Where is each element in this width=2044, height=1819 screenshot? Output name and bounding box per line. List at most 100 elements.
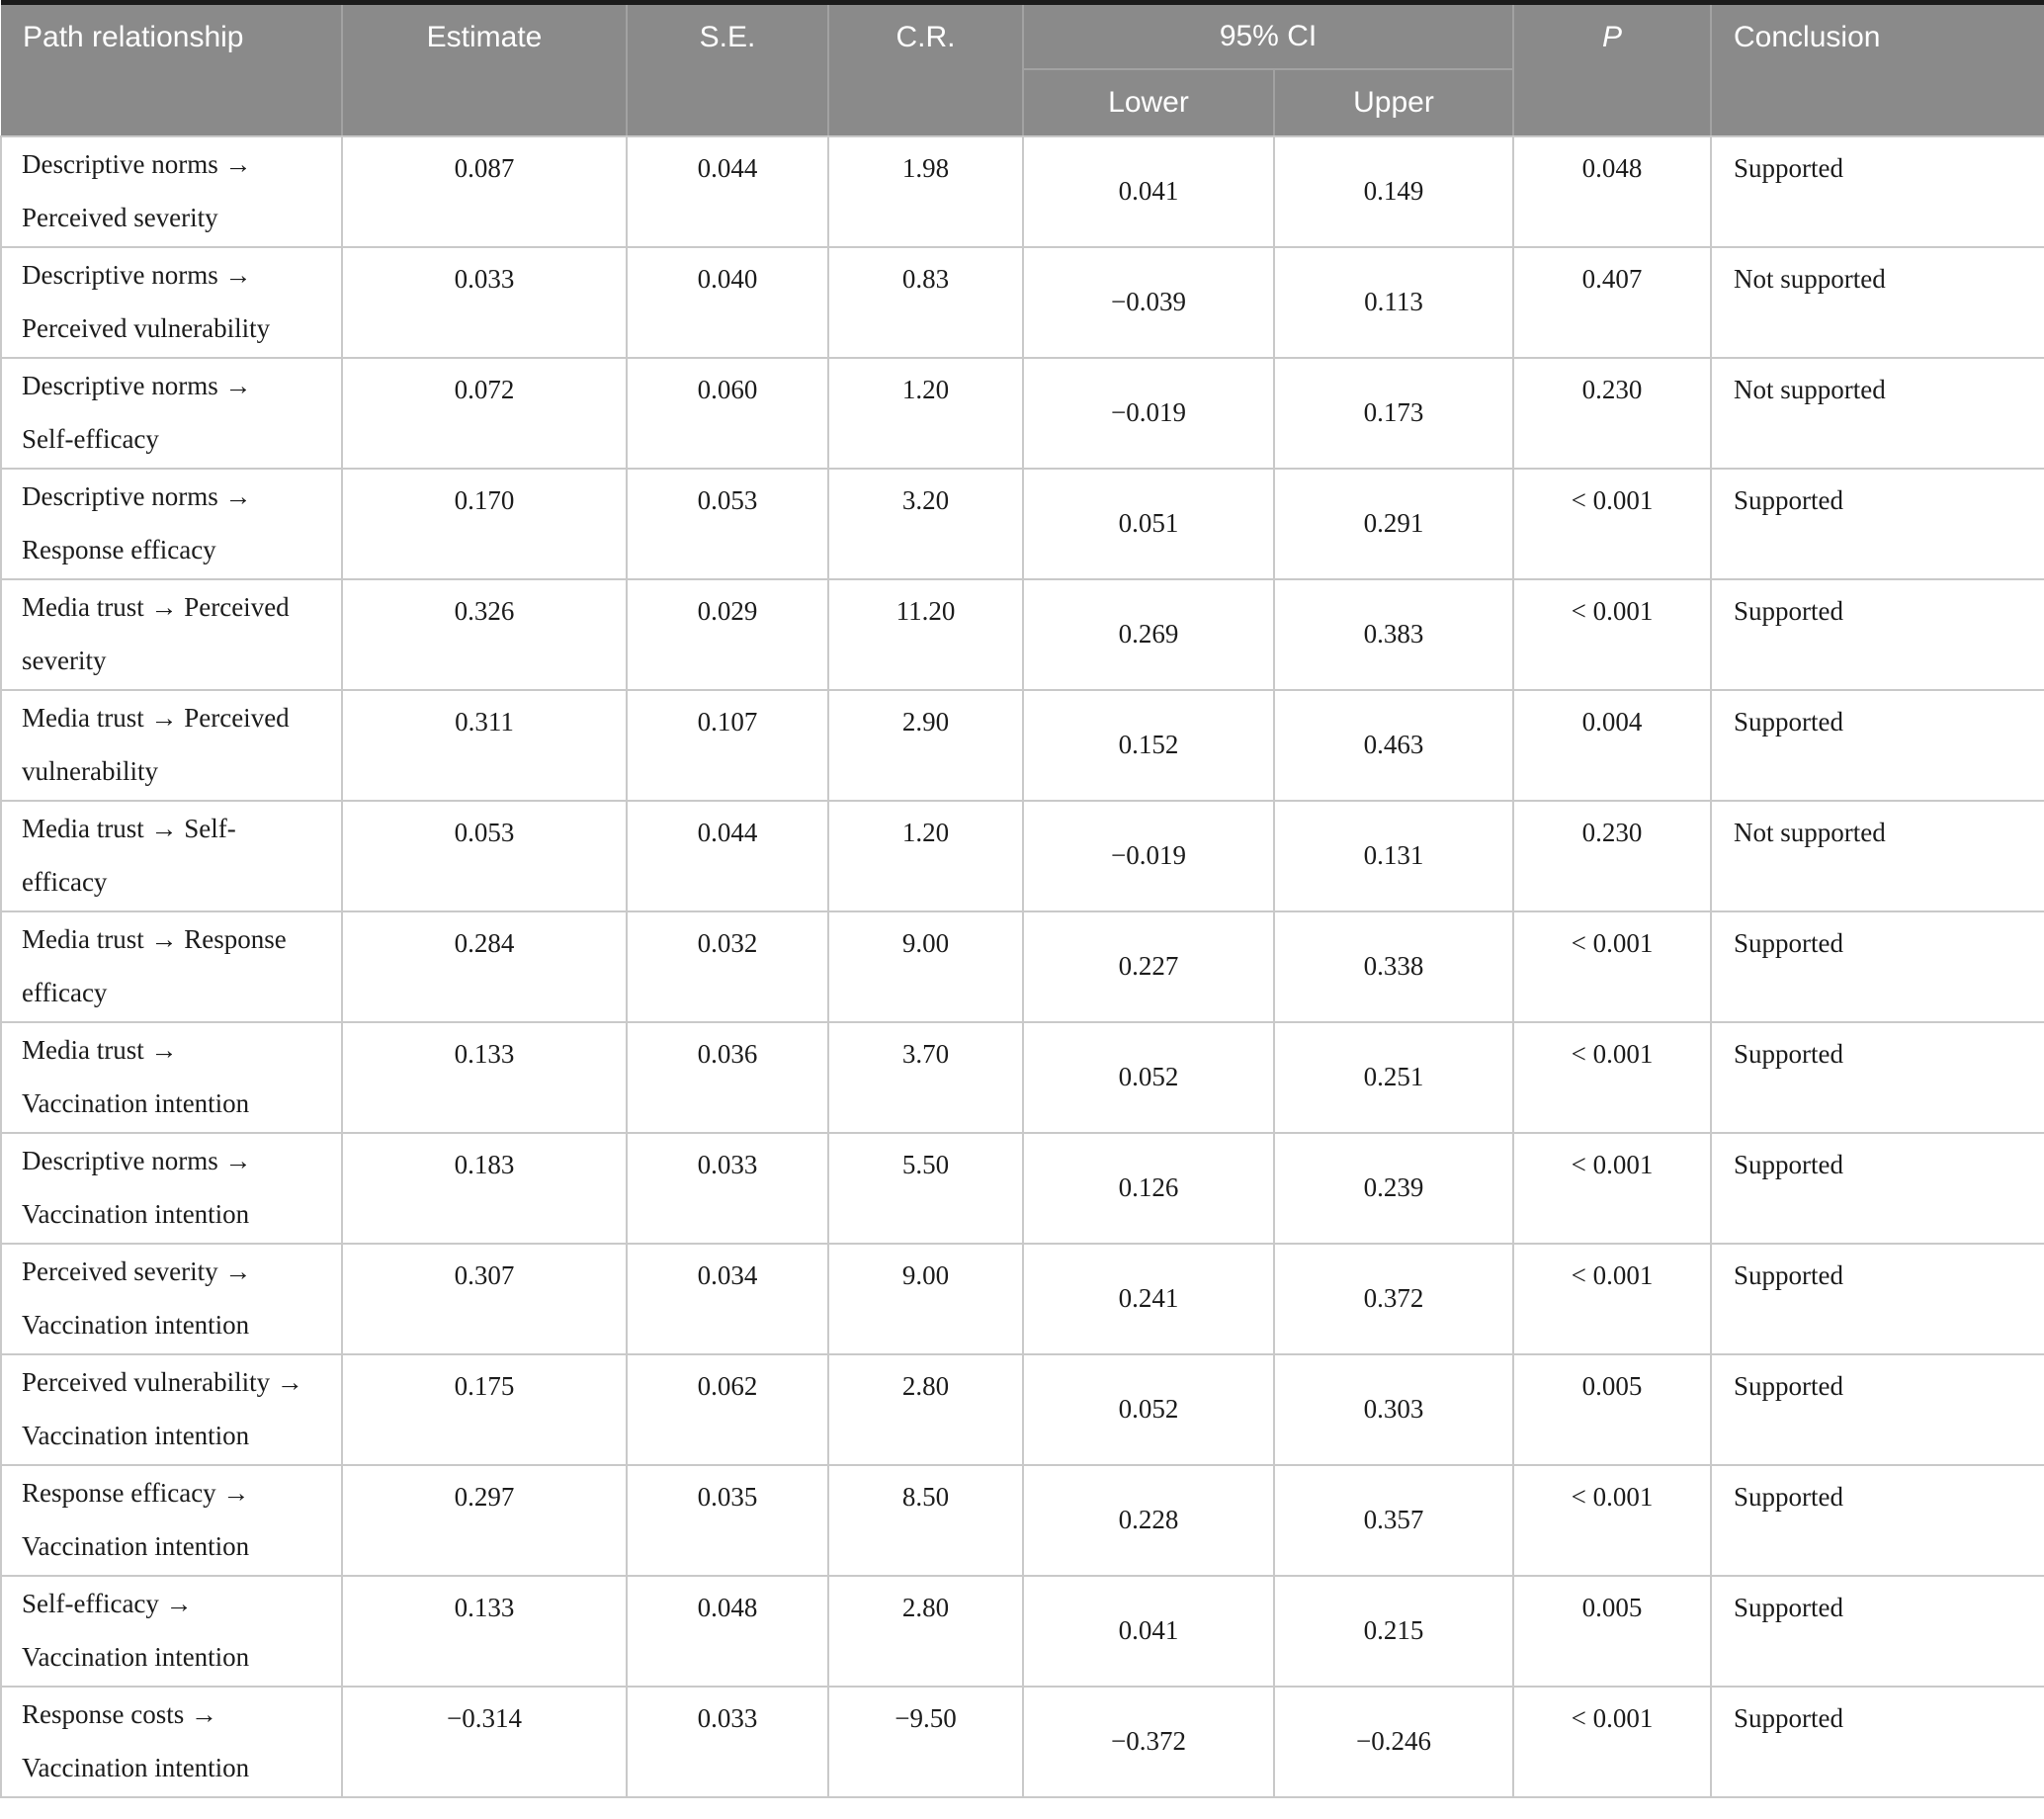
cell-estimate: 0.297 xyxy=(341,1463,628,1577)
cell-cr: 0.83 xyxy=(827,245,1024,359)
cell-se: 0.035 xyxy=(626,1463,829,1577)
cell-ci-upper: 0.149 xyxy=(1272,134,1515,248)
cell-p: < 0.001 xyxy=(1512,1131,1713,1245)
cell-ci-lower: 0.227 xyxy=(1022,910,1275,1023)
cell-p: 0.407 xyxy=(1512,245,1713,359)
col-header-path-relationship: Path relationship xyxy=(1,2,342,137)
cell-cr: −9.50 xyxy=(827,1685,1024,1798)
cell-se: 0.034 xyxy=(626,1242,829,1355)
cell-estimate: 0.072 xyxy=(341,356,628,470)
cell-ci-upper: 0.303 xyxy=(1272,1352,1515,1466)
cell-cr: 9.00 xyxy=(827,910,1024,1023)
cell-conclusion: Supported xyxy=(1710,467,2044,580)
cell-se: 0.048 xyxy=(626,1574,829,1688)
cell-se: 0.040 xyxy=(626,245,829,359)
cell-p: 0.005 xyxy=(1512,1352,1713,1466)
cell-path-relationship: Perceived severity → Vaccination intenti… xyxy=(0,1242,343,1355)
cell-path-relationship: Media trust → Perceived severity xyxy=(0,577,343,691)
cell-estimate: 0.087 xyxy=(341,134,628,248)
cell-conclusion: Not supported xyxy=(1710,799,2044,912)
table-row: Perceived vulnerability → Vaccination in… xyxy=(0,1352,2044,1466)
cell-ci-lower: 0.051 xyxy=(1022,467,1275,580)
col-header-ci: 95% CI xyxy=(1021,2,1514,70)
cell-conclusion: Supported xyxy=(1710,910,2044,1023)
cell-path-relationship: Perceived vulnerability → Vaccination in… xyxy=(0,1352,343,1466)
cell-estimate: 0.033 xyxy=(341,245,628,359)
cell-estimate: 0.307 xyxy=(341,1242,628,1355)
cell-ci-upper: 0.372 xyxy=(1272,1242,1515,1355)
cell-p: < 0.001 xyxy=(1512,1463,1713,1577)
cell-ci-upper: 0.131 xyxy=(1272,799,1515,912)
cell-estimate: −0.314 xyxy=(341,1685,628,1798)
col-header-ci-lower: Lower xyxy=(1022,68,1274,137)
cell-ci-upper: 0.251 xyxy=(1272,1020,1515,1134)
cell-ci-upper: 0.338 xyxy=(1272,910,1515,1023)
table-row: Descriptive norms → Self-efficacy 0.072 … xyxy=(0,356,2044,470)
cell-path-relationship: Descriptive norms → Response efficacy xyxy=(0,467,343,580)
cell-ci-upper: 0.239 xyxy=(1272,1131,1515,1245)
cell-p: < 0.001 xyxy=(1512,577,1713,691)
cell-conclusion: Supported xyxy=(1710,1463,2044,1577)
cell-cr: 1.20 xyxy=(827,799,1024,912)
cell-estimate: 0.183 xyxy=(341,1131,628,1245)
cell-se: 0.032 xyxy=(626,910,829,1023)
cell-ci-upper: 0.113 xyxy=(1272,245,1515,359)
cell-cr: 2.90 xyxy=(827,688,1024,802)
cell-p: 0.005 xyxy=(1512,1574,1713,1688)
cell-path-relationship: Media trust → Response efficacy xyxy=(0,910,343,1023)
col-header-conclusion: Conclusion xyxy=(1710,2,2044,137)
cell-ci-lower: 0.041 xyxy=(1022,1574,1275,1688)
cell-p: < 0.001 xyxy=(1512,1242,1713,1355)
cell-ci-upper: 0.173 xyxy=(1272,356,1515,470)
cell-cr: 1.98 xyxy=(827,134,1024,248)
cell-path-relationship: Media trust → Perceived vulnerability xyxy=(0,688,343,802)
cell-p: < 0.001 xyxy=(1512,910,1713,1023)
cell-se: 0.044 xyxy=(626,134,829,248)
cell-p: 0.004 xyxy=(1512,688,1713,802)
cell-ci-lower: −0.019 xyxy=(1022,356,1275,470)
cell-path-relationship: Descriptive norms → Vaccination intentio… xyxy=(0,1131,343,1245)
cell-path-relationship: Media trust → Self- efficacy xyxy=(0,799,343,912)
cell-path-relationship: Response efficacy → Vaccination intentio… xyxy=(0,1463,343,1577)
cell-ci-lower: 0.052 xyxy=(1022,1020,1275,1134)
table-row: Response costs → Vaccination intention −… xyxy=(0,1685,2044,1798)
cell-cr: 2.80 xyxy=(827,1574,1024,1688)
cell-estimate: 0.133 xyxy=(341,1020,628,1134)
cell-conclusion: Supported xyxy=(1710,1242,2044,1355)
table-row: Media trust → Self- efficacy 0.053 0.044… xyxy=(0,799,2044,912)
cell-conclusion: Not supported xyxy=(1710,356,2044,470)
cell-ci-lower: 0.152 xyxy=(1022,688,1275,802)
cell-conclusion: Supported xyxy=(1710,577,2044,691)
cell-p: < 0.001 xyxy=(1512,467,1713,580)
cell-ci-lower: −0.019 xyxy=(1022,799,1275,912)
table-row: Self-efficacy → Vaccination intention 0.… xyxy=(0,1574,2044,1688)
cell-se: 0.033 xyxy=(626,1685,829,1798)
cell-p: < 0.001 xyxy=(1512,1685,1713,1798)
cell-ci-lower: −0.039 xyxy=(1022,245,1275,359)
cell-estimate: 0.053 xyxy=(341,799,628,912)
cell-path-relationship: Descriptive norms → Self-efficacy xyxy=(0,356,343,470)
cell-ci-upper: 0.215 xyxy=(1272,1574,1515,1688)
col-header-p: P xyxy=(1512,2,1712,137)
cell-path-relationship: Descriptive norms → Perceived vulnerabil… xyxy=(0,245,343,359)
cell-conclusion: Supported xyxy=(1710,1352,2044,1466)
cell-ci-lower: 0.041 xyxy=(1022,134,1275,248)
cell-ci-upper: −0.246 xyxy=(1272,1685,1515,1798)
cell-se: 0.062 xyxy=(626,1352,829,1466)
table-row: Media trust → Response efficacy 0.284 0.… xyxy=(0,910,2044,1023)
cell-ci-upper: 0.291 xyxy=(1272,467,1515,580)
cell-path-relationship: Media trust → Vaccination intention xyxy=(0,1020,343,1134)
cell-ci-lower: 0.241 xyxy=(1022,1242,1275,1355)
cell-p: 0.048 xyxy=(1512,134,1713,248)
col-header-ci-upper: Upper xyxy=(1272,68,1514,137)
cell-ci-upper: 0.383 xyxy=(1272,577,1515,691)
table-row: Response efficacy → Vaccination intentio… xyxy=(0,1463,2044,1577)
cell-cr: 9.00 xyxy=(827,1242,1024,1355)
cell-cr: 1.20 xyxy=(827,356,1024,470)
cell-path-relationship: Descriptive norms → Perceived severity xyxy=(0,134,343,248)
cell-cr: 2.80 xyxy=(827,1352,1024,1466)
cell-conclusion: Not supported xyxy=(1710,245,2044,359)
cell-se: 0.053 xyxy=(626,467,829,580)
